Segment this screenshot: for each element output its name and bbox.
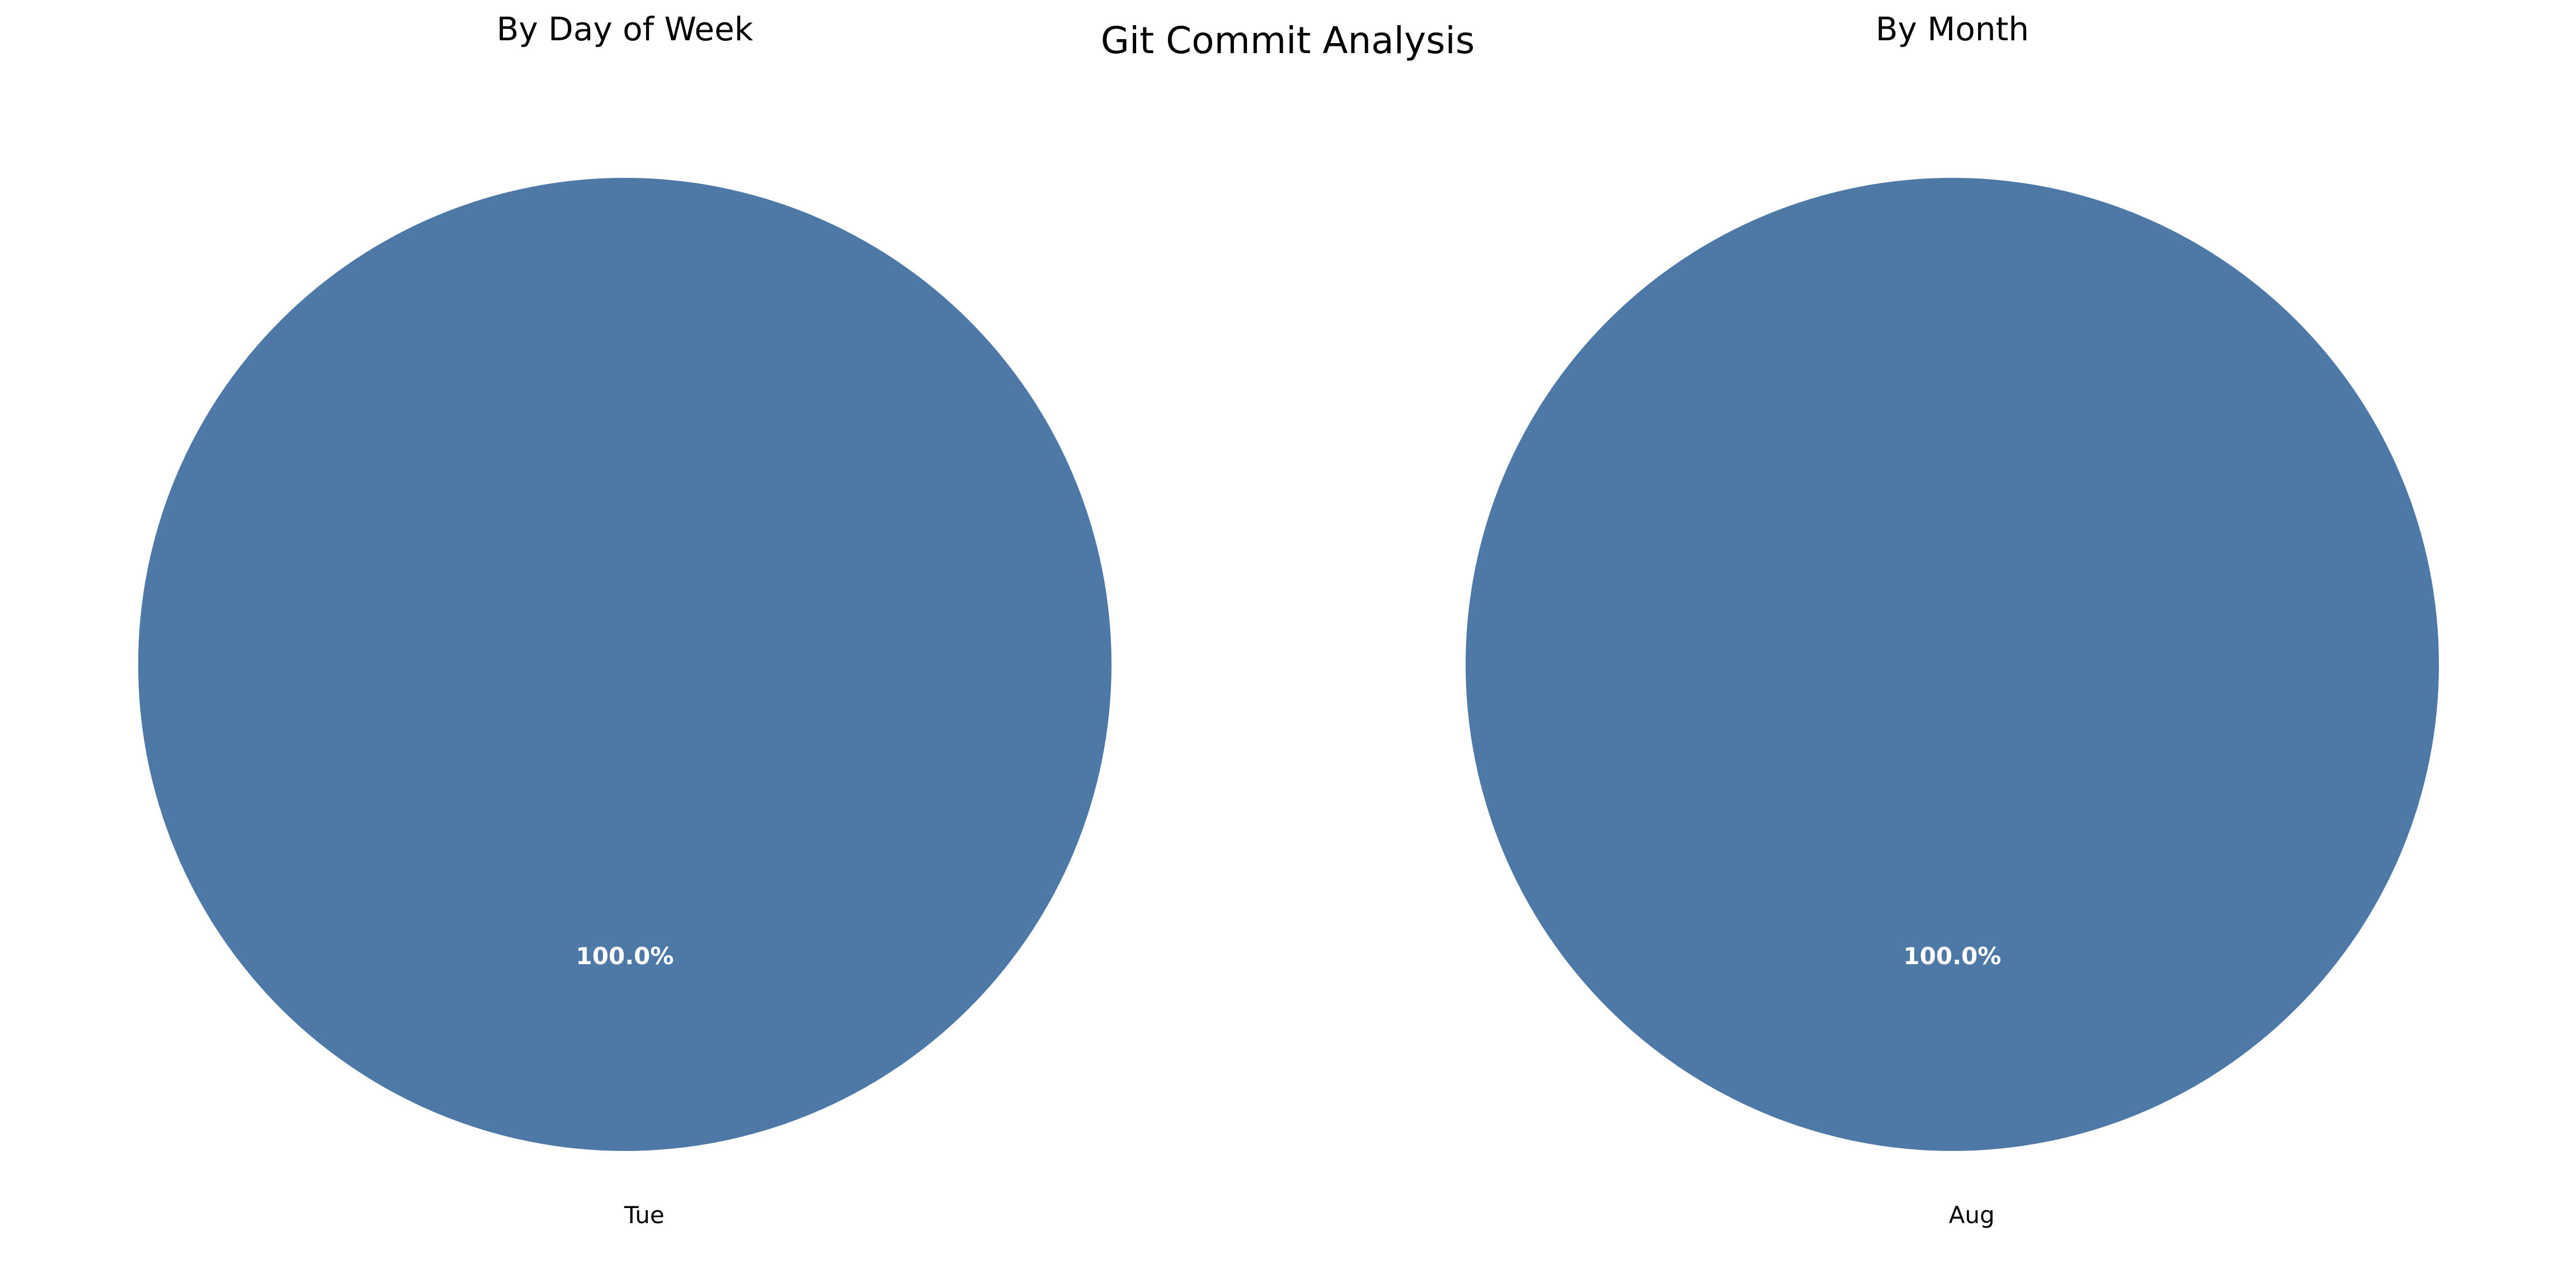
pie-pct-label-tue: 100.0% [576,942,674,970]
pie-slices-month: 100.0% Aug [1466,178,2439,1229]
pie-pct-label-aug: 100.0% [1904,942,2002,970]
chart-title-day-of-week: By Day of Week [497,10,754,48]
pie-category-label-aug: Aug [1949,1201,1995,1229]
chart-title-month: By Month [1876,10,2029,48]
pie-category-label-tue: Tue [624,1201,665,1229]
pie-chart-day-of-week: By Day of Week 100.0% Tue [138,10,1112,1229]
pie-chart-month: By Month 100.0% Aug [1466,10,2439,1229]
pie-slices-day-of-week: 100.0% Tue [138,178,1112,1229]
pie-slice-aug [1466,178,2439,1151]
pie-slice-tue [138,178,1112,1151]
figure-title: Git Commit Analysis [1101,19,1475,62]
